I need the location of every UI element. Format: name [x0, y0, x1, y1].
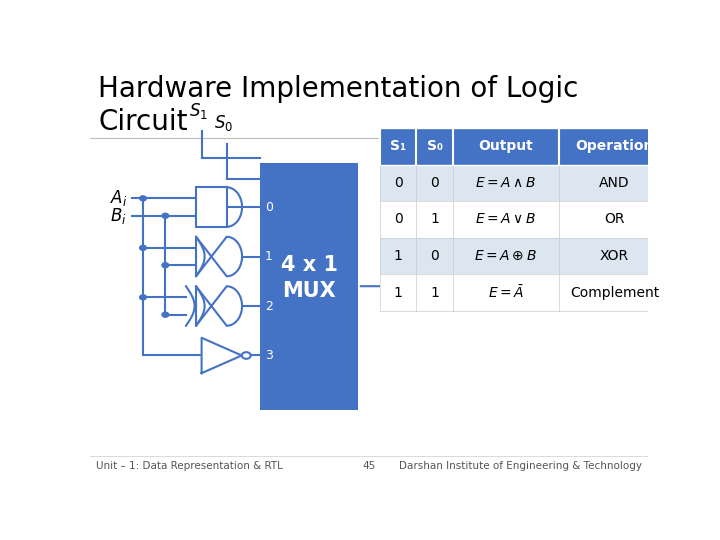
Bar — [380, 274, 416, 311]
Bar — [416, 201, 453, 238]
Text: 2: 2 — [265, 300, 273, 313]
Text: 1: 1 — [265, 250, 273, 263]
Text: 4 x 1
MUX: 4 x 1 MUX — [281, 255, 338, 301]
Bar — [453, 128, 559, 165]
Circle shape — [140, 295, 146, 300]
Text: S₀: S₀ — [426, 139, 443, 153]
Circle shape — [162, 263, 168, 268]
Text: 45: 45 — [362, 461, 376, 471]
Bar — [559, 165, 670, 201]
Text: OR: OR — [604, 212, 625, 226]
Text: Unit – 1: Data Representation & RTL: Unit – 1: Data Representation & RTL — [96, 461, 282, 471]
Text: $E = A \wedge B$: $E = A \wedge B$ — [475, 176, 536, 190]
Polygon shape — [196, 237, 242, 276]
Text: Output: Output — [478, 139, 533, 153]
Text: $A_i$: $A_i$ — [109, 188, 127, 208]
Polygon shape — [196, 286, 242, 326]
Text: 0: 0 — [265, 200, 273, 213]
Circle shape — [140, 245, 146, 251]
Text: 0: 0 — [394, 176, 402, 190]
Bar — [453, 238, 559, 274]
Bar — [380, 238, 416, 274]
Circle shape — [140, 196, 146, 201]
Bar — [416, 128, 453, 165]
Text: $E = A \vee B$: $E = A \vee B$ — [475, 212, 536, 226]
Text: 1: 1 — [430, 286, 439, 300]
Bar — [416, 238, 453, 274]
Bar — [453, 165, 559, 201]
Bar — [559, 201, 670, 238]
Bar — [559, 128, 670, 165]
Text: 1: 1 — [394, 286, 402, 300]
Bar — [453, 201, 559, 238]
Circle shape — [162, 312, 168, 317]
Bar — [453, 274, 559, 311]
Text: Circuit: Circuit — [99, 109, 188, 137]
Text: AND: AND — [599, 176, 630, 190]
Circle shape — [242, 352, 251, 359]
Text: Complement: Complement — [570, 286, 659, 300]
Bar — [416, 165, 453, 201]
Bar — [380, 201, 416, 238]
Text: 1: 1 — [430, 212, 439, 226]
PathPatch shape — [196, 187, 227, 227]
Bar — [260, 163, 358, 410]
Text: 0: 0 — [430, 249, 439, 263]
Text: 0: 0 — [430, 176, 439, 190]
Text: Darshan Institute of Engineering & Technology: Darshan Institute of Engineering & Techn… — [400, 461, 642, 471]
Text: XOR: XOR — [600, 249, 629, 263]
Text: $E = A \oplus B$: $E = A \oplus B$ — [474, 249, 537, 263]
Bar — [416, 274, 453, 311]
Text: $S_0$: $S_0$ — [215, 113, 233, 133]
Text: Hardware Implementation of Logic: Hardware Implementation of Logic — [99, 75, 579, 103]
Circle shape — [162, 213, 168, 218]
Text: 1: 1 — [394, 249, 402, 263]
Text: $B_i$: $B_i$ — [109, 206, 126, 226]
Text: Operation: Operation — [575, 139, 654, 153]
Bar — [559, 238, 670, 274]
Text: $E = \bar{A}$: $E = \bar{A}$ — [487, 284, 524, 301]
Text: 0: 0 — [394, 212, 402, 226]
Bar — [380, 128, 416, 165]
Bar — [380, 165, 416, 201]
Text: $E_i$: $E_i$ — [402, 272, 419, 292]
Text: $S_1$: $S_1$ — [189, 101, 208, 121]
Bar — [559, 274, 670, 311]
Text: 3: 3 — [265, 349, 273, 362]
Polygon shape — [202, 338, 242, 373]
Text: S₁: S₁ — [390, 139, 406, 153]
